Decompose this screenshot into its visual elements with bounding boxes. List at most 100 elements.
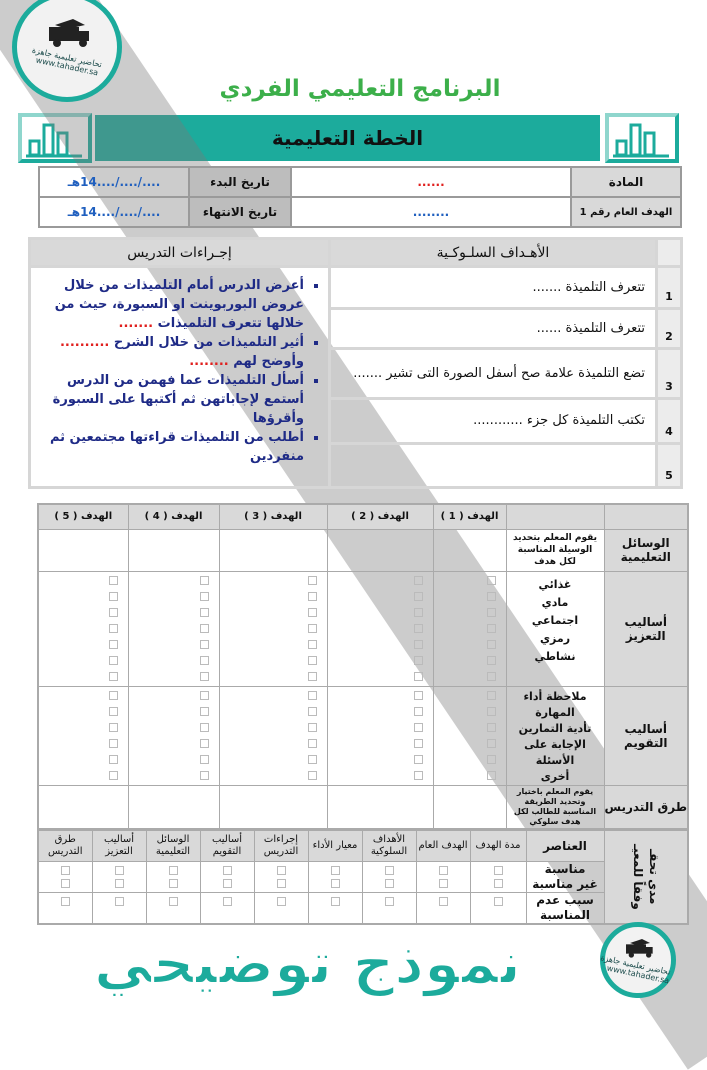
goal-input-cell[interactable] bbox=[127, 528, 220, 572]
checkbox[interactable] bbox=[108, 624, 118, 633]
checkbox[interactable] bbox=[486, 723, 496, 732]
goal-input-cell[interactable] bbox=[37, 528, 129, 572]
checkbox[interactable] bbox=[307, 576, 317, 585]
checkbox[interactable] bbox=[438, 865, 448, 875]
checkbox[interactable] bbox=[114, 896, 124, 906]
goal-input-cell[interactable] bbox=[326, 528, 434, 572]
checkbox[interactable] bbox=[413, 592, 423, 601]
goal-input-cell[interactable] bbox=[218, 528, 328, 572]
checkbox[interactable] bbox=[307, 608, 317, 617]
checkbox[interactable] bbox=[108, 739, 118, 748]
checkbox[interactable] bbox=[330, 878, 340, 888]
checkbox[interactable] bbox=[199, 672, 209, 681]
checkbox[interactable] bbox=[108, 672, 118, 681]
checkbox[interactable] bbox=[307, 672, 317, 681]
objective-text[interactable] bbox=[328, 442, 658, 489]
checkbox[interactable] bbox=[413, 771, 423, 780]
checkbox[interactable] bbox=[384, 878, 394, 888]
checkbox[interactable] bbox=[307, 755, 317, 764]
checkbox[interactable] bbox=[108, 576, 118, 585]
goal-input-cell[interactable] bbox=[218, 784, 328, 829]
checkbox[interactable] bbox=[413, 723, 423, 732]
checkbox[interactable] bbox=[114, 878, 124, 888]
checkbox[interactable] bbox=[486, 624, 496, 633]
checkbox[interactable] bbox=[307, 723, 317, 732]
checkbox[interactable] bbox=[486, 656, 496, 665]
checkbox[interactable] bbox=[307, 691, 317, 700]
checkbox[interactable] bbox=[222, 878, 232, 888]
start-date-field[interactable]: ..../..../....14هـ bbox=[38, 166, 190, 198]
checkbox[interactable] bbox=[199, 691, 209, 700]
checkbox[interactable] bbox=[438, 896, 448, 906]
checkbox[interactable] bbox=[307, 640, 317, 649]
checkbox[interactable] bbox=[307, 739, 317, 748]
end-date-field[interactable]: ..../..../....14هـ bbox=[38, 196, 190, 228]
objective-text[interactable]: تتعرف التلميذة ...... bbox=[328, 307, 658, 350]
checkbox[interactable] bbox=[108, 640, 118, 649]
checkbox[interactable] bbox=[486, 608, 496, 617]
checkbox[interactable] bbox=[114, 865, 124, 875]
checkbox[interactable] bbox=[108, 723, 118, 732]
checkbox[interactable] bbox=[199, 739, 209, 748]
objective-text[interactable]: تكتب التلميذة كل جزء ............ bbox=[328, 397, 658, 445]
checkbox[interactable] bbox=[493, 878, 503, 888]
goal-input-cell[interactable] bbox=[326, 784, 434, 829]
checkbox[interactable] bbox=[276, 878, 286, 888]
checkbox[interactable] bbox=[413, 576, 423, 585]
checkbox[interactable] bbox=[493, 865, 503, 875]
checkbox[interactable] bbox=[108, 592, 118, 601]
checkbox[interactable] bbox=[60, 865, 70, 875]
checkbox[interactable] bbox=[199, 723, 209, 732]
checkbox[interactable] bbox=[108, 707, 118, 716]
checkbox[interactable] bbox=[307, 592, 317, 601]
checkbox[interactable] bbox=[108, 691, 118, 700]
checkbox[interactable] bbox=[486, 755, 496, 764]
checkbox[interactable] bbox=[307, 624, 317, 633]
checkbox[interactable] bbox=[486, 691, 496, 700]
checkbox[interactable] bbox=[108, 771, 118, 780]
procedures-cell[interactable]: أعرض الدرس أمام التلميذات من خلال عروض ا… bbox=[28, 265, 331, 489]
checkbox[interactable] bbox=[199, 576, 209, 585]
checkbox[interactable] bbox=[199, 624, 209, 633]
checkbox[interactable] bbox=[413, 624, 423, 633]
checkbox[interactable] bbox=[108, 755, 118, 764]
checkbox[interactable] bbox=[413, 707, 423, 716]
general-goal-field[interactable]: ........ bbox=[290, 196, 572, 228]
checkbox[interactable] bbox=[413, 739, 423, 748]
checkbox[interactable] bbox=[307, 656, 317, 665]
checkbox[interactable] bbox=[199, 755, 209, 764]
checkbox[interactable] bbox=[222, 865, 232, 875]
checkbox[interactable] bbox=[438, 878, 448, 888]
checkbox[interactable] bbox=[330, 896, 340, 906]
checkbox[interactable] bbox=[413, 672, 423, 681]
checkbox[interactable] bbox=[168, 865, 178, 875]
checkbox[interactable] bbox=[486, 771, 496, 780]
checkbox[interactable] bbox=[276, 896, 286, 906]
checkbox[interactable] bbox=[222, 896, 232, 906]
checkbox[interactable] bbox=[384, 896, 394, 906]
checkbox[interactable] bbox=[60, 896, 70, 906]
checkbox[interactable] bbox=[413, 755, 423, 764]
checkbox[interactable] bbox=[199, 771, 209, 780]
checkbox[interactable] bbox=[199, 656, 209, 665]
checkbox[interactable] bbox=[493, 896, 503, 906]
checkbox[interactable] bbox=[199, 640, 209, 649]
goal-input-cell[interactable] bbox=[432, 528, 507, 572]
checkbox[interactable] bbox=[486, 672, 496, 681]
checkbox[interactable] bbox=[486, 707, 496, 716]
checkbox[interactable] bbox=[108, 656, 118, 665]
checkbox[interactable] bbox=[486, 640, 496, 649]
subject-field[interactable]: ...... bbox=[290, 166, 572, 198]
checkbox[interactable] bbox=[307, 707, 317, 716]
checkbox[interactable] bbox=[413, 691, 423, 700]
checkbox[interactable] bbox=[168, 896, 178, 906]
checkbox[interactable] bbox=[199, 592, 209, 601]
checkbox[interactable] bbox=[330, 865, 340, 875]
objective-text[interactable]: تضع التلميذة علامة صح أسفل الصورة التى ت… bbox=[328, 347, 658, 400]
checkbox[interactable] bbox=[486, 576, 496, 585]
checkbox[interactable] bbox=[384, 865, 394, 875]
checkbox[interactable] bbox=[168, 878, 178, 888]
goal-input-cell[interactable] bbox=[37, 784, 129, 829]
checkbox[interactable] bbox=[413, 608, 423, 617]
checkbox[interactable] bbox=[413, 640, 423, 649]
